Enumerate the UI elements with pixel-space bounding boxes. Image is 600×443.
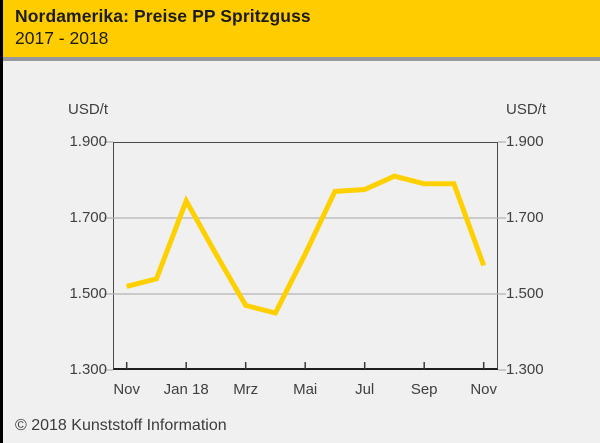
chart-title: Nordamerika: Preise PP Spritzguss [15,6,311,26]
x-axis-label-2: Jan 18 [163,381,209,398]
x-axis-label-8: Jul [355,381,375,398]
x-axis-label-12: Nov [470,381,498,398]
left-border-strip [0,0,3,443]
y-axis-unit-right: USD/t [506,101,547,118]
copyright-text: © 2018 Kunststoff Information [15,417,227,434]
y-axis-label-right-1300: 1.300 [506,361,544,378]
y-axis-label-right-1500: 1.500 [506,285,544,302]
line-chart-svg [103,140,506,371]
x-axis-label-0: Nov [113,381,141,398]
plot-area [103,140,506,371]
axis-ticks [103,140,506,371]
y-axis-label-right-1700: 1.700 [506,209,544,226]
y-axis-unit-left: USD/t [67,101,108,118]
price-line-series [125,173,486,316]
y-axis-label-left-1300: 1.300 [69,361,107,378]
header: Nordamerika: Preise PP Spritzguss 2017 -… [0,0,600,57]
y-axis-label-right-1900: 1.900 [506,133,544,150]
y-axis-label-left-1700: 1.700 [69,209,107,226]
x-axis-label-10: Sep [410,381,438,398]
y-axis-label-left-1500: 1.500 [69,285,107,302]
header-separator [0,57,600,61]
chart-subtitle: 2017 - 2018 [15,28,109,48]
x-axis-label-6: Mai [293,381,318,398]
y-axis-label-left-1900: 1.900 [69,133,107,150]
x-axis-label-4: Mrz [233,381,259,398]
